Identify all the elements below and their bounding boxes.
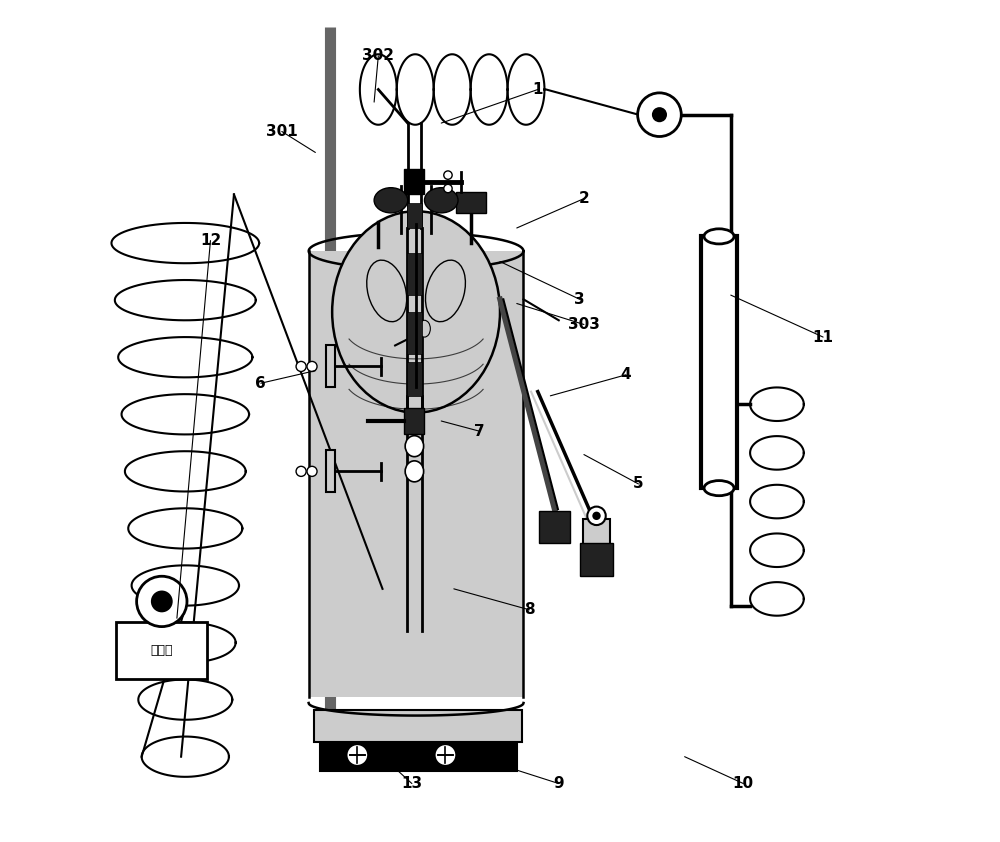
Circle shape: [307, 466, 317, 477]
Ellipse shape: [367, 260, 407, 322]
Bar: [407, 312, 422, 354]
Text: 12: 12: [200, 233, 221, 248]
Circle shape: [587, 507, 606, 525]
Bar: [456, 192, 486, 213]
Circle shape: [137, 576, 187, 626]
Text: 302: 302: [362, 49, 394, 63]
Bar: [404, 408, 424, 434]
Text: 301: 301: [266, 124, 298, 139]
Text: 5: 5: [633, 477, 644, 492]
Bar: [539, 511, 570, 543]
Circle shape: [296, 466, 306, 477]
Circle shape: [444, 184, 452, 193]
Text: 10: 10: [733, 776, 754, 791]
Circle shape: [307, 361, 317, 371]
Text: 2: 2: [579, 191, 589, 206]
Text: 3: 3: [574, 292, 585, 306]
Text: 11: 11: [813, 329, 834, 344]
Ellipse shape: [704, 481, 734, 496]
Bar: [116, 622, 207, 679]
Text: 303: 303: [568, 317, 600, 332]
Ellipse shape: [405, 411, 424, 431]
Bar: [580, 543, 613, 576]
Text: 4: 4: [621, 367, 631, 382]
Bar: [701, 237, 737, 488]
Text: 9: 9: [553, 776, 564, 791]
Bar: [326, 450, 335, 493]
Bar: [320, 739, 517, 771]
Circle shape: [435, 744, 456, 766]
Ellipse shape: [704, 229, 734, 244]
Bar: [583, 520, 610, 559]
Bar: [326, 345, 335, 387]
Text: 6: 6: [255, 376, 266, 391]
Ellipse shape: [419, 320, 430, 337]
Ellipse shape: [405, 435, 424, 456]
Bar: [407, 253, 422, 295]
Ellipse shape: [425, 260, 465, 322]
Bar: [407, 362, 422, 396]
Text: 13: 13: [401, 776, 422, 791]
Circle shape: [638, 93, 681, 136]
Text: 8: 8: [524, 602, 535, 617]
Ellipse shape: [374, 188, 408, 213]
Ellipse shape: [424, 188, 458, 213]
Circle shape: [652, 107, 667, 122]
Text: 7: 7: [474, 424, 484, 439]
Polygon shape: [309, 251, 523, 697]
Bar: [314, 710, 522, 742]
Bar: [404, 169, 424, 195]
Text: 1: 1: [533, 82, 543, 97]
Circle shape: [296, 361, 306, 371]
Circle shape: [444, 171, 452, 179]
Ellipse shape: [405, 461, 424, 482]
Circle shape: [151, 590, 173, 612]
Ellipse shape: [332, 211, 500, 413]
Bar: [407, 203, 422, 228]
Circle shape: [346, 744, 368, 766]
Circle shape: [592, 512, 601, 520]
Text: 真空泵: 真空泵: [151, 644, 173, 658]
